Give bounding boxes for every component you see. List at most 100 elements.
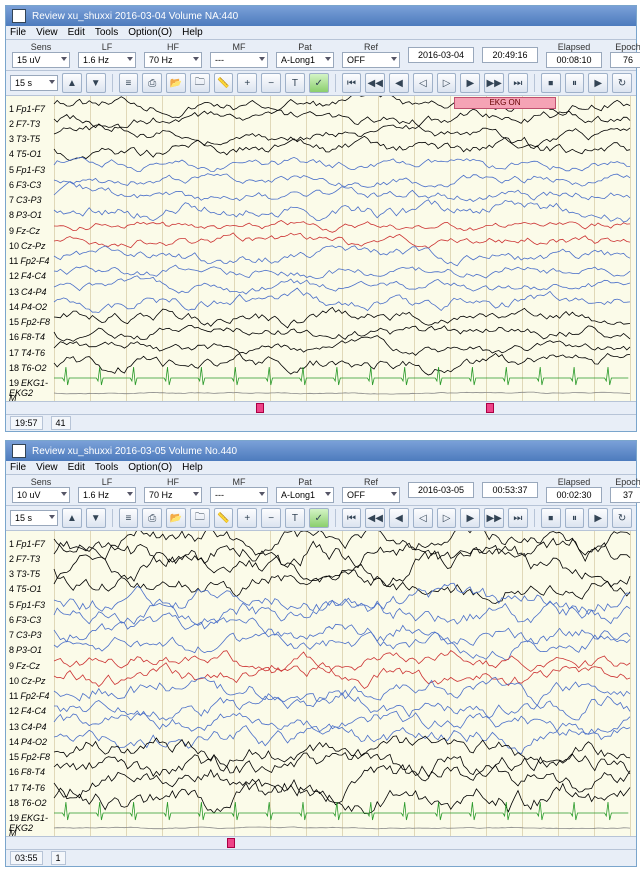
channel-label[interactable]: 10Cz-Pz bbox=[6, 676, 57, 686]
channel-label[interactable]: 17T4-T6 bbox=[6, 348, 57, 358]
reference-select[interactable]: OFF bbox=[342, 52, 400, 68]
menu-item[interactable]: Option(O) bbox=[128, 462, 172, 473]
channel-label[interactable]: 14P4-O2 bbox=[6, 302, 57, 312]
channel-label[interactable]: 12F4-C4 bbox=[6, 271, 57, 281]
channel-label[interactable]: 2F7-T3 bbox=[6, 119, 57, 129]
stop-button[interactable]: ⏹ bbox=[541, 73, 561, 93]
channel-label[interactable]: M bbox=[6, 828, 57, 836]
menu-item[interactable]: View bbox=[36, 27, 58, 38]
sensitivity-select[interactable]: 10 uV bbox=[12, 487, 70, 503]
prev-step-button[interactable]: ◁ bbox=[413, 508, 433, 528]
menu-item[interactable]: Option(O) bbox=[128, 27, 172, 38]
channel-label[interactable]: 6F3-C3 bbox=[6, 615, 57, 625]
channel-label[interactable]: 14P4-O2 bbox=[6, 737, 57, 747]
stop-button[interactable]: ⏹ bbox=[541, 508, 561, 528]
channel-label[interactable]: 15Fp2-F8 bbox=[6, 752, 57, 762]
channel-label[interactable]: 8P3-O1 bbox=[6, 645, 57, 655]
sensitivity-select[interactable]: 15 uV bbox=[12, 52, 70, 68]
menu-item[interactable]: Help bbox=[182, 462, 203, 473]
channel-label[interactable]: 11Fp2-F4 bbox=[6, 256, 57, 266]
channel-label[interactable]: 11Fp2-F4 bbox=[6, 691, 57, 701]
menu-item[interactable]: Tools bbox=[95, 462, 118, 473]
event-marker[interactable]: EKG ON bbox=[454, 97, 556, 109]
low-filter-select[interactable]: 1.6 Hz bbox=[78, 487, 136, 503]
channel-label[interactable]: 16F8-T4 bbox=[6, 332, 57, 342]
channel-label[interactable]: 7C3-P3 bbox=[6, 195, 57, 205]
folder-button[interactable]: 🗀 bbox=[190, 73, 210, 93]
menu-item[interactable]: Tools bbox=[95, 27, 118, 38]
montage-button[interactable]: ≡ bbox=[119, 73, 139, 93]
reference-select[interactable]: OFF bbox=[342, 487, 400, 503]
loop-button[interactable]: ↻ bbox=[612, 508, 632, 528]
first-button[interactable]: ⏮ bbox=[342, 508, 362, 528]
channel-label[interactable]: 7C3-P3 bbox=[6, 630, 57, 640]
channel-label[interactable]: 12F4-C4 bbox=[6, 706, 57, 716]
ruler-button[interactable]: 📏 bbox=[214, 73, 234, 93]
notch-filter-select[interactable]: --- bbox=[210, 52, 268, 68]
menu-item[interactable]: File bbox=[10, 27, 26, 38]
next-step-button[interactable]: ▷ bbox=[437, 73, 457, 93]
channel-label[interactable]: 18T6-O2 bbox=[6, 363, 57, 373]
channel-label[interactable]: 4T5-O1 bbox=[6, 584, 57, 594]
zoom-in-button[interactable]: + bbox=[237, 508, 257, 528]
print-button[interactable]: ⎙ bbox=[142, 508, 162, 528]
rewind-button[interactable]: ◀◀ bbox=[365, 73, 385, 93]
pause-button[interactable]: ⏸ bbox=[565, 508, 585, 528]
marker-button[interactable]: ✓ bbox=[309, 508, 329, 528]
next-page-button[interactable]: ▶ bbox=[460, 508, 480, 528]
scale-up-button[interactable]: ▲ bbox=[62, 73, 82, 93]
menu-item[interactable]: File bbox=[10, 462, 26, 473]
scale-down-button[interactable]: ▼ bbox=[86, 73, 106, 93]
timeline-scrollbar[interactable] bbox=[6, 401, 636, 414]
timeline-marker[interactable] bbox=[486, 403, 494, 413]
channel-label[interactable]: 8P3-O1 bbox=[6, 210, 57, 220]
high-filter-select[interactable]: 70 Hz bbox=[144, 52, 202, 68]
menu-item[interactable]: View bbox=[36, 462, 58, 473]
channel-label[interactable]: 16F8-T4 bbox=[6, 767, 57, 777]
zoom-in-button[interactable]: + bbox=[237, 73, 257, 93]
last-button[interactable]: ⏭ bbox=[508, 508, 528, 528]
channel-label[interactable]: 2F7-T3 bbox=[6, 554, 57, 564]
channel-label[interactable]: 1Fp1-F7 bbox=[6, 539, 57, 549]
low-filter-select[interactable]: 1.6 Hz bbox=[78, 52, 136, 68]
channel-label[interactable]: 9Fz-Cz bbox=[6, 661, 57, 671]
eeg-waveform-area[interactable]: 1Fp1-F72F7-T33T3-T54T5-O15Fp1-F36F3-C37C… bbox=[6, 531, 636, 836]
zoom-out-button[interactable]: − bbox=[261, 508, 281, 528]
scale-up-button[interactable]: ▲ bbox=[62, 508, 82, 528]
channel-label[interactable]: M bbox=[6, 393, 57, 401]
menu-item[interactable]: Edit bbox=[68, 462, 85, 473]
timeline-scrollbar[interactable] bbox=[6, 836, 636, 849]
folder-button[interactable]: 🗀 bbox=[190, 508, 210, 528]
zoom-out-button[interactable]: − bbox=[261, 73, 281, 93]
ruler-button[interactable]: 📏 bbox=[214, 508, 234, 528]
timescale-select[interactable]: 15 s bbox=[10, 510, 58, 526]
play-button[interactable]: ▶ bbox=[588, 508, 608, 528]
montage-pattern-select[interactable]: A-Long1 bbox=[276, 487, 334, 503]
channel-label[interactable]: 18T6-O2 bbox=[6, 798, 57, 808]
pause-button[interactable]: ⏸ bbox=[565, 73, 585, 93]
marker-button[interactable]: ✓ bbox=[309, 73, 329, 93]
rewind-button[interactable]: ◀◀ bbox=[365, 508, 385, 528]
menu-item[interactable]: Edit bbox=[68, 27, 85, 38]
annotate-button[interactable]: T bbox=[285, 73, 305, 93]
channel-label[interactable]: 15Fp2-F8 bbox=[6, 317, 57, 327]
channel-label[interactable]: 10Cz-Pz bbox=[6, 241, 57, 251]
first-button[interactable]: ⏮ bbox=[342, 73, 362, 93]
eeg-waveform-area[interactable]: EKG ON1Fp1-F72F7-T33T3-T54T5-O15Fp1-F36F… bbox=[6, 96, 636, 401]
channel-label[interactable]: 4T5-O1 bbox=[6, 149, 57, 159]
notch-filter-select[interactable]: --- bbox=[210, 487, 268, 503]
menu-item[interactable]: Help bbox=[182, 27, 203, 38]
montage-pattern-select[interactable]: A-Long1 bbox=[276, 52, 334, 68]
channel-label[interactable]: 5Fp1-F3 bbox=[6, 165, 57, 175]
open-button[interactable]: 📂 bbox=[166, 73, 186, 93]
prev-step-button[interactable]: ◁ bbox=[413, 73, 433, 93]
scale-down-button[interactable]: ▼ bbox=[86, 508, 106, 528]
channel-label[interactable]: 9Fz-Cz bbox=[6, 226, 57, 236]
annotate-button[interactable]: T bbox=[285, 508, 305, 528]
print-button[interactable]: ⎙ bbox=[142, 73, 162, 93]
montage-button[interactable]: ≡ bbox=[119, 508, 139, 528]
last-button[interactable]: ⏭ bbox=[508, 73, 528, 93]
channel-label[interactable]: 5Fp1-F3 bbox=[6, 600, 57, 610]
channel-label[interactable]: 13C4-P4 bbox=[6, 722, 57, 732]
timeline-marker[interactable] bbox=[256, 403, 264, 413]
